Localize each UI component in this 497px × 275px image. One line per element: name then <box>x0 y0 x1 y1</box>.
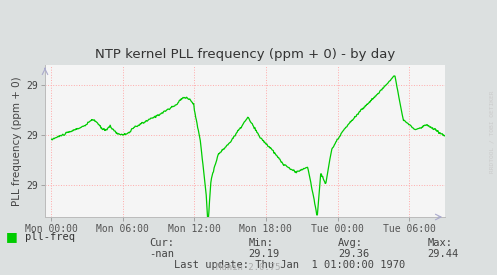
Text: ■: ■ <box>6 230 18 243</box>
Text: RRDTOOL / TOBI OETIKER: RRDTOOL / TOBI OETIKER <box>490 91 495 173</box>
Text: Munin 2.0.75: Munin 2.0.75 <box>216 263 281 272</box>
Y-axis label: PLL frequency (ppm + 0): PLL frequency (ppm + 0) <box>12 76 22 206</box>
Text: Max:: Max: <box>427 238 452 248</box>
Text: Last update: Thu Jan  1 01:00:00 1970: Last update: Thu Jan 1 01:00:00 1970 <box>174 260 405 270</box>
Title: NTP kernel PLL frequency (ppm + 0) - by day: NTP kernel PLL frequency (ppm + 0) - by … <box>95 48 395 61</box>
Text: Cur:: Cur: <box>149 238 174 248</box>
Text: Avg:: Avg: <box>338 238 363 248</box>
Text: 29.19: 29.19 <box>248 249 280 259</box>
Text: pll-freq: pll-freq <box>25 232 75 241</box>
Text: 29.36: 29.36 <box>338 249 369 259</box>
Text: Min:: Min: <box>248 238 273 248</box>
Text: -nan: -nan <box>149 249 174 259</box>
Text: 29.44: 29.44 <box>427 249 459 259</box>
